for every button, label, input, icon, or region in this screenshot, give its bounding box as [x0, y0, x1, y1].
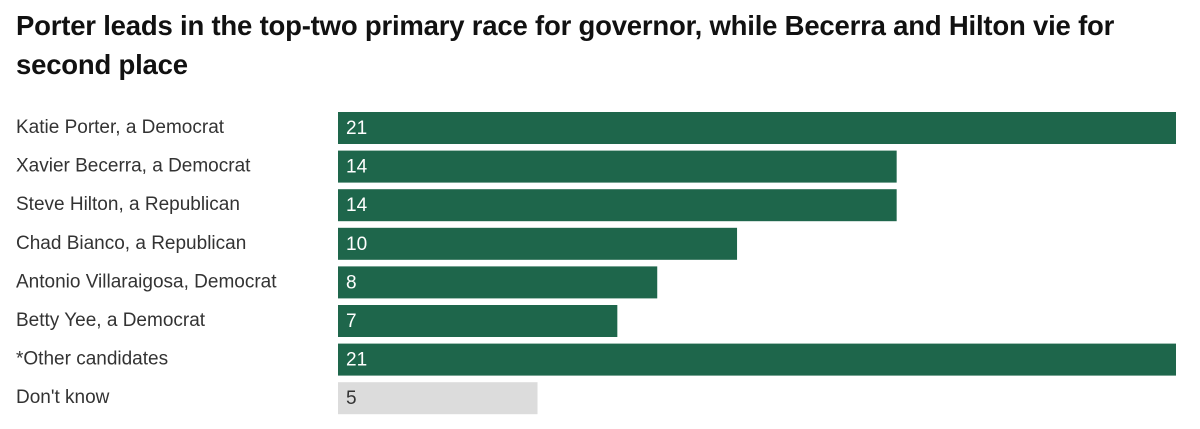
category-label: Antonio Villaraigosa, Democrat — [16, 271, 277, 292]
value-label: 8 — [346, 272, 357, 293]
bar — [338, 382, 538, 415]
bar — [338, 112, 1176, 144]
category-label: Don't know — [16, 387, 110, 408]
value-label: 5 — [346, 388, 357, 409]
value-label: 7 — [346, 311, 357, 332]
bar — [338, 305, 618, 337]
value-label: 21 — [346, 350, 367, 371]
category-label: Chad Bianco, a Republican — [16, 233, 246, 254]
category-label: Katie Porter, a Democrat — [16, 117, 225, 138]
category-label: Betty Yee, a Democrat — [16, 310, 206, 331]
category-label: *Other candidates — [16, 349, 168, 370]
chart-title: Porter leads in the top-two primary race… — [16, 10, 1115, 80]
value-label: 14 — [346, 195, 368, 216]
bar — [338, 150, 897, 183]
value-label: 14 — [346, 157, 368, 178]
bar — [338, 189, 897, 222]
value-label: 21 — [346, 118, 367, 139]
bar — [338, 227, 738, 260]
bar — [338, 266, 658, 299]
value-label: 10 — [346, 234, 367, 255]
bar — [338, 343, 1176, 376]
category-label: Xavier Becerra, a Democrat — [16, 156, 251, 177]
category-label: Steve Hilton, a Republican — [16, 194, 240, 215]
